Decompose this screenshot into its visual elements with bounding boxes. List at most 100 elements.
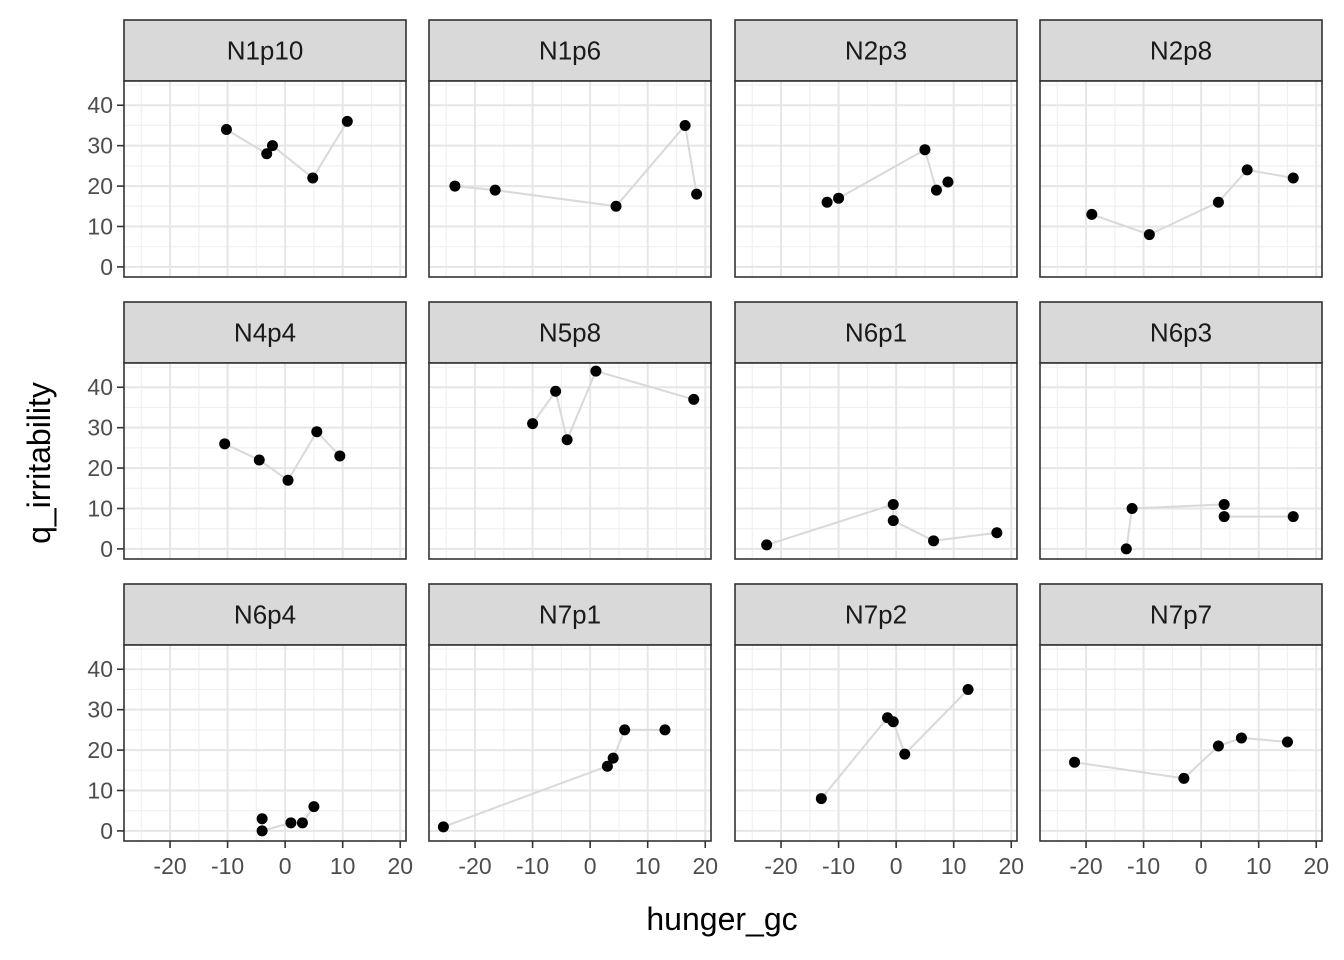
- panel-background: [735, 645, 1017, 841]
- panel-background: [429, 645, 711, 841]
- x-tick-label: 20: [998, 853, 1024, 879]
- panel-background: [1040, 645, 1322, 841]
- facet-panel-N6p4: N6p4: [123, 583, 407, 842]
- panel-border: [734, 644, 1018, 842]
- y-tick-label: 30: [87, 697, 113, 723]
- facet-strip-label: N7p2: [845, 600, 907, 630]
- facet-strip-label: N2p3: [845, 36, 907, 66]
- data-point: [887, 716, 899, 728]
- data-point: [285, 817, 297, 829]
- facet-panel-N5p8: N5p8: [428, 301, 712, 560]
- x-tick-label: -10: [211, 853, 244, 879]
- data-point: [821, 196, 833, 208]
- facet-strip: [123, 301, 407, 364]
- data-point: [561, 434, 573, 446]
- facet-strip: [734, 19, 1018, 82]
- x-tick-label: 0: [890, 853, 903, 879]
- axes-layer: 0 10 20 30 40 0 10 20 30 40 0 10 20 30 40 -20 -10 0 10 20 -2…: [87, 92, 1329, 879]
- panel-plot-area: [429, 363, 711, 559]
- data-point: [607, 752, 619, 764]
- data-point: [619, 724, 631, 736]
- y-tick-label: 0: [100, 536, 113, 562]
- facet-strip-label: N1p10: [227, 36, 304, 66]
- data-point: [308, 801, 320, 813]
- data-point: [691, 188, 703, 200]
- x-tick-label: 0: [584, 853, 597, 879]
- data-point: [1218, 498, 1230, 510]
- panel-plot-area: [124, 81, 406, 277]
- facet-strip: [428, 301, 712, 364]
- x-tick-label: 10: [330, 853, 356, 879]
- facet-strip-label: N4p4: [234, 318, 296, 348]
- facet-strip-label: N6p3: [1150, 318, 1212, 348]
- panel-background: [429, 81, 711, 277]
- panel-plot-area: [124, 363, 406, 559]
- data-point: [899, 748, 911, 760]
- y-tick-label: 40: [87, 656, 113, 682]
- data-point: [334, 450, 346, 462]
- panel-border: [1039, 644, 1323, 842]
- panel-border: [123, 80, 407, 278]
- data-point: [489, 184, 501, 196]
- x-tick-label: -20: [764, 853, 797, 879]
- facet-strip: [734, 301, 1018, 364]
- data-point: [679, 119, 691, 131]
- panel-border: [428, 80, 712, 278]
- data-point: [1212, 740, 1224, 752]
- facet-panel-N1p10: N1p10: [123, 19, 407, 278]
- panel-background: [1040, 81, 1322, 277]
- facet-strip-label: N7p7: [1150, 600, 1212, 630]
- data-point: [253, 454, 265, 466]
- data-point: [942, 176, 954, 188]
- data-point: [296, 817, 308, 829]
- data-point: [1126, 502, 1138, 514]
- panel-background: [1040, 363, 1322, 559]
- facet-panel-N1p6: N1p6: [428, 19, 712, 278]
- data-point: [928, 535, 940, 547]
- facet-strip: [123, 19, 407, 82]
- facet-strip: [428, 19, 712, 82]
- facet-panel-N2p3: N2p3: [734, 19, 1018, 278]
- data-point: [1218, 511, 1230, 523]
- data-point: [887, 498, 899, 510]
- data-point: [1143, 229, 1155, 241]
- data-point: [437, 821, 449, 833]
- facet-strip: [428, 583, 712, 646]
- data-point: [815, 793, 827, 805]
- facet-panel-N6p1: N6p1: [734, 301, 1018, 560]
- y-tick-label: 20: [87, 455, 113, 481]
- x-tick-label: -20: [153, 853, 186, 879]
- data-point: [311, 426, 323, 438]
- panel-plot-area: [735, 645, 1017, 841]
- x-tick-label: 10: [635, 853, 661, 879]
- data-point: [1069, 756, 1081, 768]
- y-tick-label: 0: [100, 818, 113, 844]
- facet-strip-label: N2p8: [1150, 36, 1212, 66]
- data-point: [962, 683, 974, 695]
- data-point: [1212, 196, 1224, 208]
- data-point: [219, 438, 231, 450]
- x-axis-title: hunger_gc: [646, 901, 797, 937]
- data-point: [256, 825, 268, 837]
- panel-plot-area: [429, 81, 711, 277]
- facet-strip-label: N6p1: [845, 318, 907, 348]
- facet-strip: [734, 583, 1018, 646]
- panel-plot-area: [1040, 645, 1322, 841]
- facet-strip-label: N6p4: [234, 600, 296, 630]
- data-point: [919, 144, 931, 156]
- facet-panel-N7p2: N7p2: [734, 583, 1018, 842]
- x-tick-label: 10: [941, 853, 967, 879]
- panel-border: [123, 644, 407, 842]
- x-tick-label: -10: [822, 853, 855, 879]
- data-point: [761, 539, 773, 551]
- data-point: [307, 172, 319, 184]
- panel-border: [428, 644, 712, 842]
- panel-plot-area: [735, 81, 1017, 277]
- x-tick-label: 10: [1246, 853, 1272, 879]
- panel-plot-area: [1040, 81, 1322, 277]
- data-point: [1241, 164, 1253, 176]
- panel-border: [123, 362, 407, 560]
- x-tick-label: 20: [387, 853, 413, 879]
- data-point: [1287, 511, 1299, 523]
